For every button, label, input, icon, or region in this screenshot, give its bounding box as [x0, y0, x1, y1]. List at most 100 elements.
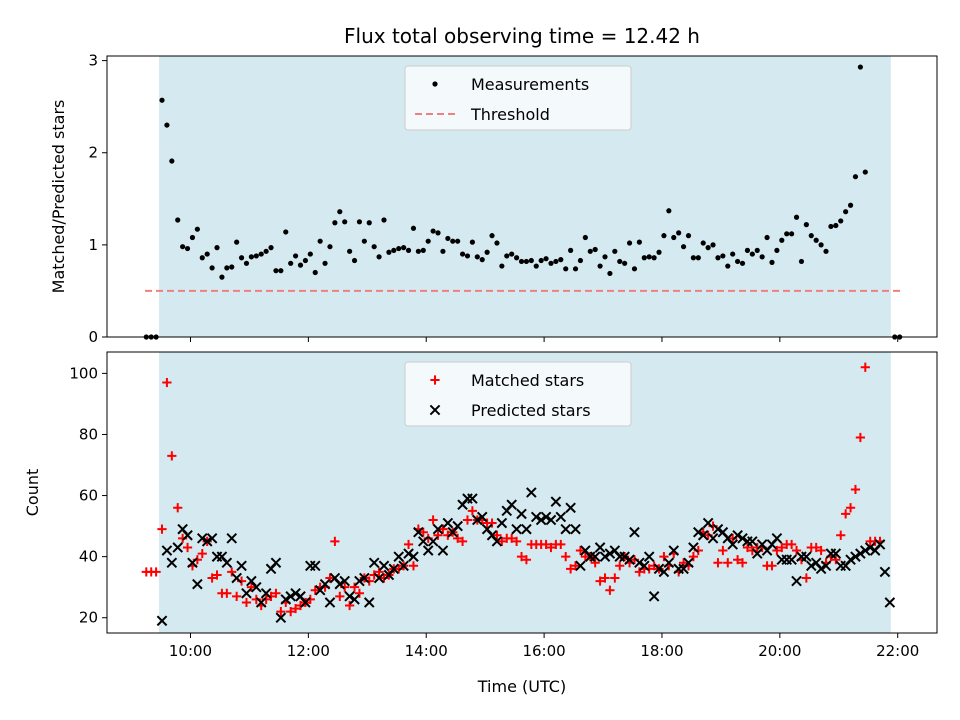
data-point [617, 258, 623, 265]
data-point [737, 558, 748, 568]
data-point [793, 214, 800, 220]
data-point [855, 432, 865, 443]
data-point [718, 545, 728, 556]
x-tick-label: 10:00 [169, 642, 212, 660]
data-point [772, 545, 782, 556]
data-point [874, 539, 886, 550]
data-point [816, 545, 826, 556]
legend-label: Predicted stars [471, 401, 591, 420]
data-point [769, 259, 775, 265]
data-point [619, 551, 630, 562]
data-point [511, 536, 522, 546]
data-point [253, 253, 259, 259]
data-point [823, 248, 829, 254]
data-point [518, 258, 525, 265]
data-point [167, 451, 177, 461]
data-point [663, 557, 675, 569]
data-point [319, 578, 331, 590]
data-point [420, 247, 426, 253]
data-point [325, 573, 335, 583]
data-point [658, 566, 670, 578]
data-point [634, 567, 644, 577]
data-point [590, 558, 600, 568]
data-point [182, 542, 193, 553]
data-point [594, 542, 606, 553]
x-tick-label: 20:00 [758, 642, 801, 660]
data-point [354, 575, 365, 587]
data-point [422, 545, 434, 556]
data-point [408, 551, 419, 562]
data-point [546, 542, 556, 553]
data-point [194, 226, 200, 232]
data-point [290, 587, 301, 599]
data-point [838, 218, 844, 224]
data-point [688, 542, 699, 553]
data-point [238, 255, 245, 261]
data-point [278, 268, 284, 274]
data-point [271, 588, 281, 598]
data-point [425, 238, 431, 244]
data-point [671, 234, 677, 241]
data-point [151, 567, 161, 577]
data-point [791, 545, 802, 556]
data-point [157, 524, 167, 534]
data-point [297, 262, 304, 268]
data-point [347, 248, 353, 254]
data-point [173, 503, 183, 513]
x-tick-label: 18:00 [640, 642, 683, 660]
data-point [513, 255, 520, 261]
data-point [641, 255, 647, 261]
data-point [787, 539, 797, 550]
data-point [720, 253, 726, 259]
data-point [415, 248, 421, 254]
data-point [516, 508, 527, 520]
axes-frame [106, 55, 938, 338]
data-point [543, 256, 549, 262]
legend-label: Matched stars [471, 371, 584, 390]
data-point [494, 240, 500, 246]
data-point [582, 234, 588, 241]
y-tick-label: 1 [88, 236, 98, 254]
data-point [169, 158, 175, 164]
data-point [712, 523, 724, 535]
data-point [361, 238, 367, 244]
data-point [592, 246, 598, 253]
data-point [685, 233, 692, 239]
data-point [376, 254, 382, 260]
data-point [744, 247, 751, 253]
data-point [507, 533, 517, 543]
data-point [270, 557, 282, 569]
data-point [288, 260, 294, 266]
data-point [462, 515, 473, 525]
data-point [263, 248, 269, 254]
data-point [600, 573, 610, 583]
data-point [327, 244, 333, 250]
data-point [864, 542, 876, 553]
data-point [497, 536, 507, 546]
data-point [396, 245, 402, 252]
data-point [496, 517, 508, 529]
data-point [560, 523, 572, 535]
data-point [528, 257, 534, 264]
data-point [710, 242, 716, 248]
data-point [476, 511, 488, 523]
data-point [629, 526, 640, 538]
data-point [403, 539, 414, 550]
data-point [862, 169, 868, 175]
data-point [182, 529, 193, 541]
data-point [408, 561, 419, 571]
data-point [798, 258, 805, 265]
data-point [452, 520, 463, 532]
data-point [373, 572, 385, 584]
data-point [417, 536, 429, 547]
data-point [248, 254, 254, 260]
y-tick-label: 0 [88, 328, 98, 346]
data-point [232, 591, 242, 601]
data-point [767, 561, 777, 571]
data-point [469, 239, 475, 245]
data-point [285, 591, 296, 602]
data-point [180, 244, 186, 250]
legend-label: Measurements [471, 75, 589, 94]
y-tick-label: 2 [88, 144, 98, 162]
